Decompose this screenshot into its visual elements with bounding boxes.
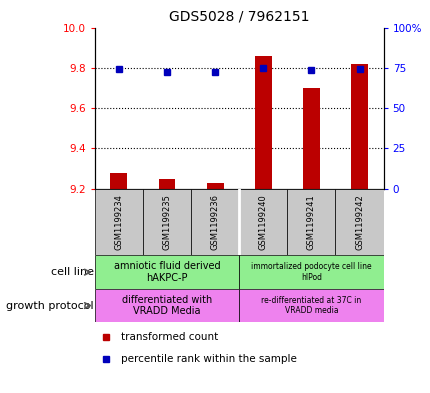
Title: GDS5028 / 7962151: GDS5028 / 7962151 (169, 9, 309, 24)
Bar (350, 64, 367, 189)
Text: growth protocol: growth protocol (6, 301, 94, 310)
Text: GSM1199242: GSM1199242 (354, 194, 363, 250)
Bar (95, 189, 143, 255)
Bar (190, 189, 239, 255)
Bar (95, 255, 239, 289)
Bar (335, 189, 383, 255)
Text: GSM1199240: GSM1199240 (258, 194, 267, 250)
Text: GSM1199241: GSM1199241 (306, 194, 315, 250)
Text: cell line: cell line (51, 267, 94, 277)
Bar (254, 56, 271, 189)
Text: GSM1199234: GSM1199234 (114, 194, 123, 250)
Bar (302, 88, 319, 189)
Text: GSM1199236: GSM1199236 (210, 194, 219, 250)
Bar (206, 183, 223, 189)
Bar (239, 189, 287, 255)
Text: GSM1199235: GSM1199235 (162, 194, 171, 250)
Bar (110, 173, 127, 189)
Text: immortalized podocyte cell line
hIPod: immortalized podocyte cell line hIPod (251, 263, 371, 282)
Bar (158, 178, 175, 189)
Text: amniotic fluid derived
hAKPC-P: amniotic fluid derived hAKPC-P (114, 261, 220, 283)
Text: transformed count: transformed count (120, 332, 218, 342)
Text: re-differentiated at 37C in
VRADD media: re-differentiated at 37C in VRADD media (261, 296, 361, 315)
Text: differentiated with
VRADD Media: differentiated with VRADD Media (122, 295, 212, 316)
Bar (95, 289, 239, 322)
Bar (239, 289, 383, 322)
Bar (143, 189, 190, 255)
Bar (287, 189, 335, 255)
Bar (239, 255, 383, 289)
Text: percentile rank within the sample: percentile rank within the sample (120, 354, 296, 364)
